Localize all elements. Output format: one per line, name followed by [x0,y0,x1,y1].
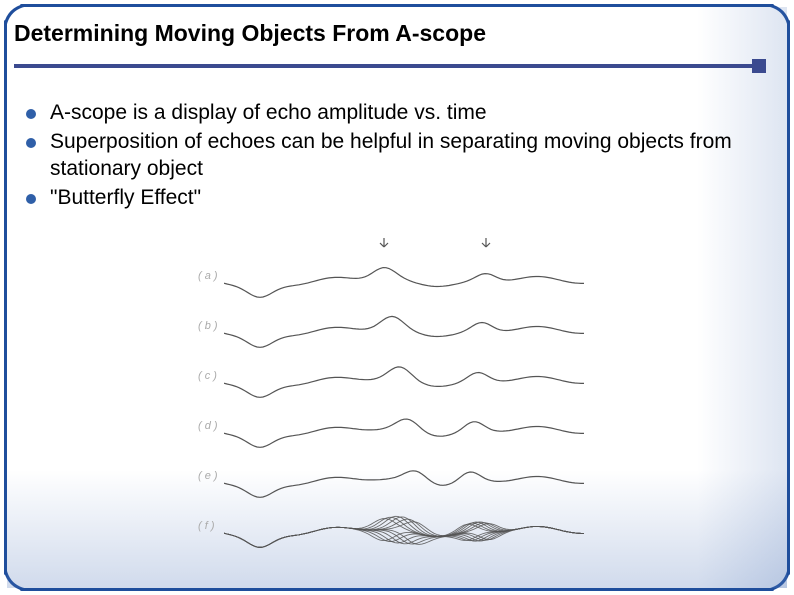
wave-row: ( d ) [200,404,600,454]
border-right [787,20,790,575]
wave-trace [224,304,584,354]
bullet-dot-icon [26,194,36,204]
bullet-text: A-scope is a display of echo amplitude v… [50,100,487,127]
wave-label: ( a ) [198,270,218,282]
bullet-item: "Butterfly Effect" [26,185,754,212]
bullet-list: A-scope is a display of echo amplitude v… [26,100,754,214]
wave-label: ( c ) [198,370,217,382]
bullet-text: Superposition of echoes can be helpful i… [50,129,754,183]
wave-row: ( a ) [200,254,600,304]
wave-row: ( f ) [200,504,600,554]
bullet-item: A-scope is a display of echo amplitude v… [26,100,754,127]
gradient-right [697,7,787,588]
wave-trace [224,354,584,404]
wave-label: ( b ) [198,320,218,332]
bullet-dot-icon [26,109,36,119]
down-arrow-icon [481,238,491,252]
down-arrow-icon [379,238,389,252]
slide: Determining Moving Objects From A-scope … [0,0,794,595]
bullet-text: "Butterfly Effect" [50,185,201,212]
wave-trace [224,404,584,454]
border-bottom [20,588,774,591]
corner-tr [756,4,790,38]
waveform-diagram: ( a ) ( b ) ( c ) ( d ) ( e ) ( f ) [200,244,600,564]
wave-row: ( e ) [200,454,600,504]
title-underline [14,64,754,68]
border-top [20,4,774,7]
border-left [4,20,7,575]
corner-br [756,557,790,591]
slide-title: Determining Moving Objects From A-scope [14,20,486,47]
wave-row: ( c ) [200,354,600,404]
wave-trace [224,454,584,504]
wave-label: ( f ) [198,520,215,532]
wave-trace [224,254,584,304]
wave-label: ( e ) [198,470,218,482]
wave-row: ( b ) [200,304,600,354]
bullet-dot-icon [26,138,36,148]
corner-bl [4,557,38,591]
wave-trace [224,504,584,554]
bullet-item: Superposition of echoes can be helpful i… [26,129,754,183]
wave-label: ( d ) [198,420,218,432]
